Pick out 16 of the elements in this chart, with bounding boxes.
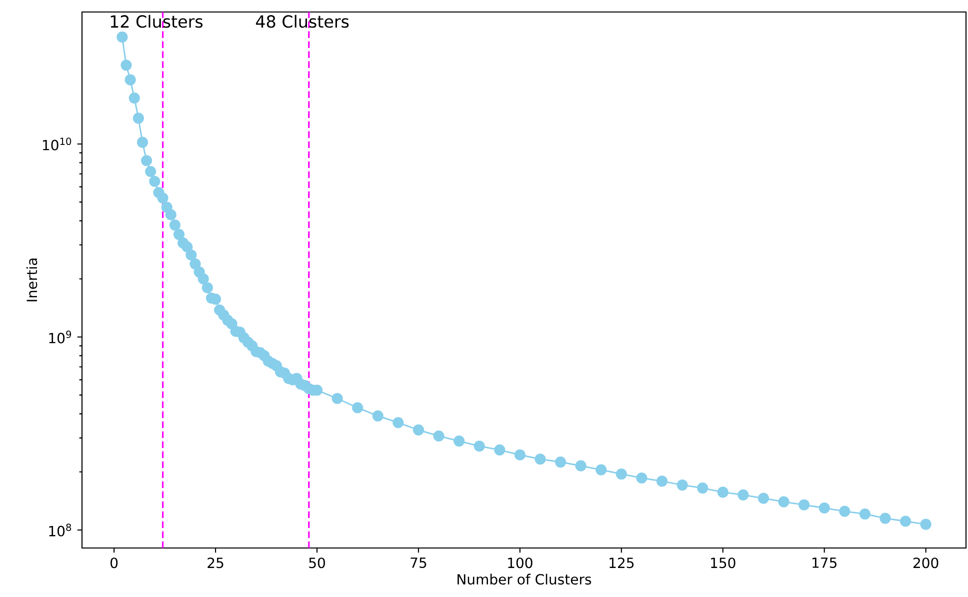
y-axis-title: Inertia [26, 258, 38, 302]
x-tick-label: 200 [913, 558, 938, 568]
x-tick-label: 125 [610, 558, 634, 568]
x-tick-label: 75 [410, 558, 426, 568]
x-tick-label: 150 [711, 558, 736, 568]
x-tick-label: 175 [812, 558, 836, 568]
x-tick-label: 25 [208, 558, 224, 568]
x-tick-label: 100 [508, 558, 532, 568]
ref-line-label: 12 Clusters [110, 14, 203, 28]
y-tick-label: 10$^{10}$ [42, 138, 72, 150]
ref-line-label: 48 Clusters [256, 14, 349, 28]
y-tick-label: 10$^{8}$ [49, 524, 72, 536]
x-tick-label: 0 [110, 558, 118, 568]
y-tick-label: 10$^{9}$ [49, 330, 72, 344]
x-axis-title: Number of Clusters [458, 574, 592, 585]
x-tick-label: 50 [309, 558, 325, 568]
